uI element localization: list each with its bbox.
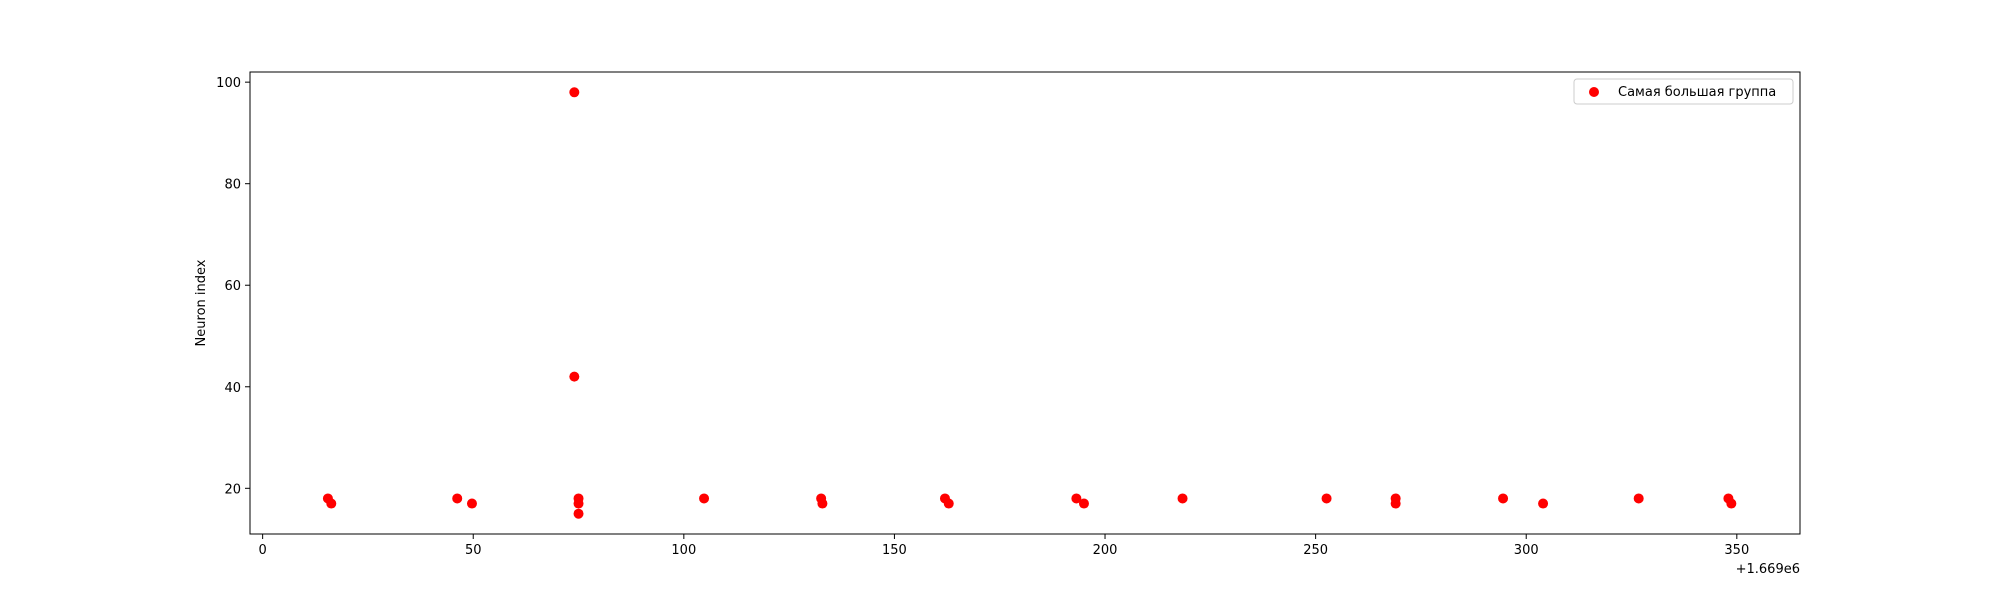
x-tick-label: 150 [882,543,907,558]
x-tick-label: 100 [671,543,696,558]
legend-box [1573,78,1794,105]
plot-frame [249,71,1801,535]
y-tick-label: 60 [224,279,241,294]
data-point [573,498,584,509]
data-point [1498,493,1509,504]
x-axis-ticks: 0 50 100 150 200 250 300 350 [258,534,1749,558]
legend-label: Самая большая группа [1618,85,1776,100]
data-point [817,498,828,509]
data-point [1390,498,1401,509]
legend: Самая большая группа [1573,78,1794,105]
data-point [699,493,710,504]
data-point [452,493,463,504]
data-point [1177,493,1188,504]
data-points [322,87,1737,519]
data-point [1071,493,1082,504]
data-point [569,87,580,98]
y-axis-label: Neuron index [194,259,209,346]
data-point [573,508,584,519]
plot-background [250,72,1800,534]
data-point [1078,498,1089,509]
y-tick-label: 20 [224,482,241,497]
x-tick-label: 350 [1724,543,1749,558]
data-point [326,498,337,509]
y-tick-label: 40 [224,381,241,396]
data-point [943,498,954,509]
y-tick-label: 80 [224,178,241,193]
x-tick-label: 250 [1303,543,1328,558]
x-tick-label: 50 [465,543,482,558]
data-point [1726,498,1737,509]
y-axis-ticks: 20 40 60 80 100 [216,76,250,497]
x-tick-label: 300 [1514,543,1539,558]
data-point [1538,498,1549,509]
data-point [1321,493,1332,504]
data-point [1633,493,1644,504]
x-tick-label: 200 [1093,543,1118,558]
y-tick-label: 100 [216,76,241,91]
data-point [466,498,477,509]
legend-marker [1589,87,1599,97]
data-point [569,371,580,382]
x-tick-label: 0 [258,543,266,558]
x-axis-offset-label: +1.669e6 [1736,562,1800,577]
